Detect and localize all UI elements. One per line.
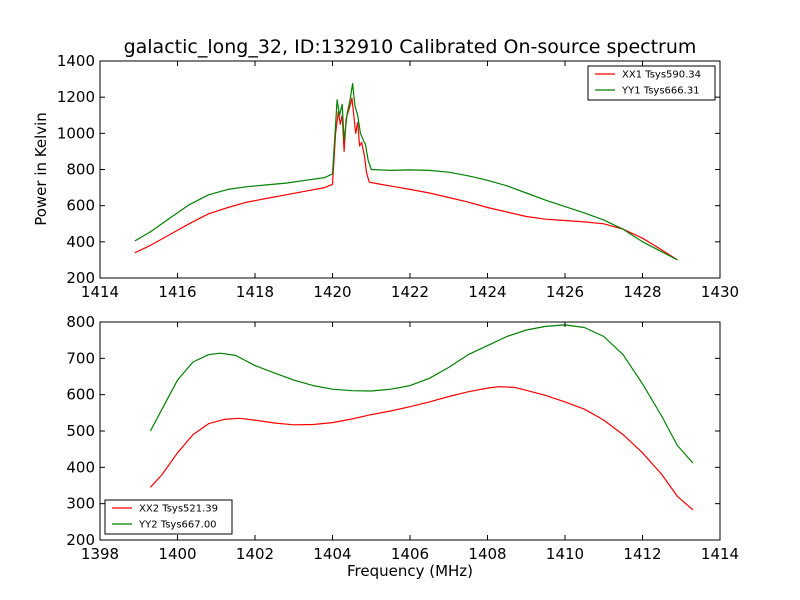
- series-line-1: [149, 386, 694, 511]
- series-line-1: [134, 97, 678, 261]
- x-tick-label: 1416: [158, 283, 196, 301]
- legend: XX2 Tsys521.39 YY2 Tsys667.00: [104, 499, 233, 535]
- x-tick-label: 1422: [391, 283, 429, 301]
- legend: XX1 Tsys590.34 YY1 Tsys666.31: [587, 65, 716, 101]
- x-tick-label: 1406: [391, 545, 429, 563]
- x-tick-label: 1398: [81, 545, 119, 563]
- x-tick-label: 1420: [313, 283, 351, 301]
- series-line-2: [134, 83, 678, 261]
- x-tick-label: 1424: [468, 283, 506, 301]
- bottom-spectrum-chart: Frequency (MHz) 1398 1400 1402 1404 1406 1408…: [66, 313, 739, 580]
- x-axis-label: Frequency (MHz): [347, 562, 473, 580]
- y-tick-label: 1000: [57, 124, 95, 142]
- y-axis-label: Power in Kelvin: [32, 112, 50, 226]
- legend-label-xx2: XX2 Tsys521.39: [139, 504, 218, 515]
- y-tick-label: 800: [66, 161, 95, 179]
- y-tick-label: 700: [66, 349, 95, 367]
- y-tick-label: 400: [66, 458, 95, 476]
- x-tick-label: 1412: [623, 545, 661, 563]
- legend-label-yy2: YY2 Tsys667.00: [138, 520, 217, 531]
- axis-ticks: 1398 1400 1402 1404 1406 1408 1410 1412 1414 200 3…: [66, 313, 739, 563]
- top-spectrum-chart: galactic_long_32, ID:132910 Calibrated O…: [32, 36, 739, 301]
- y-tick-label: 400: [66, 233, 95, 251]
- legend-box: [587, 65, 716, 101]
- y-tick-label: 300: [66, 495, 95, 513]
- x-tick-label: 1430: [701, 283, 739, 301]
- legend-box: [104, 499, 233, 535]
- y-tick-label: 200: [66, 269, 95, 287]
- x-tick-label: 1414: [701, 545, 739, 563]
- series-line-2: [149, 324, 694, 464]
- x-tick-label: 1408: [468, 545, 506, 563]
- x-tick-label: 1418: [236, 283, 274, 301]
- y-tick-label: 600: [66, 386, 95, 404]
- legend-label-xx1: XX1 Tsys590.34: [622, 70, 701, 81]
- legend-label-yy1: YY1 Tsys666.31: [621, 86, 700, 97]
- x-tick-label: 1404: [313, 545, 351, 563]
- y-tick-label: 800: [66, 313, 95, 331]
- y-tick-label: 1200: [57, 88, 95, 106]
- chart-title: galactic_long_32, ID:132910 Calibrated O…: [124, 36, 697, 58]
- y-tick-label: 200: [66, 531, 95, 549]
- y-tick-label: 500: [66, 422, 95, 440]
- x-tick-label: 1410: [546, 545, 584, 563]
- plot-marks: [134, 83, 678, 261]
- x-tick-label: 1428: [623, 283, 661, 301]
- x-tick-label: 1400: [158, 545, 196, 563]
- x-tick-label: 1426: [546, 283, 584, 301]
- plot-marks: [149, 324, 694, 511]
- y-tick-label: 1400: [57, 52, 95, 70]
- x-tick-label: 1402: [236, 545, 274, 563]
- axis-ticks: 1414 1416 1418 1420 1422 1424 1426 1428 1430 200 4…: [57, 52, 739, 301]
- y-tick-label: 600: [66, 197, 95, 215]
- x-tick-label: 1414: [81, 283, 119, 301]
